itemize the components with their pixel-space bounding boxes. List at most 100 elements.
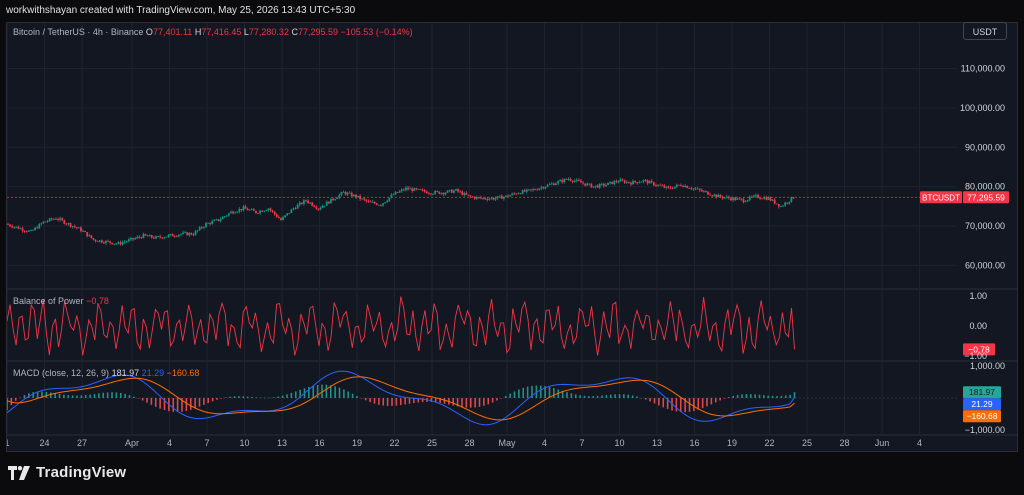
- chart-canvas[interactable]: BTCUSDT 77,295.59 −0.78 181.9721.29−160.6…: [7, 23, 1017, 451]
- candle-body: [655, 185, 657, 187]
- macd-histogram-bar: [583, 395, 586, 398]
- candle-body: [536, 189, 539, 191]
- candle-body: [623, 180, 626, 183]
- candle-body: [784, 202, 787, 206]
- candle-body: [638, 182, 641, 184]
- candle-body: [100, 240, 103, 243]
- candle-body: [300, 202, 303, 204]
- candle-body: [267, 208, 270, 211]
- macd-histogram-bar: [203, 398, 205, 405]
- macd-histogram-bar: [119, 392, 122, 398]
- candle-body: [586, 183, 589, 186]
- macd-histogram-bar: [189, 398, 192, 410]
- candle-body: [352, 194, 355, 197]
- candle-body: [180, 233, 182, 235]
- candle-body: [521, 190, 524, 194]
- candle-body: [621, 179, 624, 181]
- candle-body: [71, 226, 74, 227]
- tradingview-logo[interactable]: TradingView: [8, 464, 126, 481]
- price-tick-label: 60,000.00: [965, 260, 1005, 270]
- candle-body: [652, 182, 655, 186]
- macd-legend[interactable]: MACD (close, 12, 26, 9) 181.97 21.29 −16…: [13, 368, 199, 378]
- candle-body: [244, 206, 247, 209]
- candle-body: [152, 237, 155, 239]
- macd-hist-tag-bg: [963, 386, 1001, 399]
- candle-body: [452, 190, 455, 193]
- candle-body: [340, 192, 343, 195]
- candle-body: [107, 240, 109, 242]
- macd-line-tag: 21.29: [971, 399, 993, 409]
- candle-body: [275, 214, 278, 217]
- candle-body: [313, 205, 316, 208]
- macd-histogram-bar: [41, 391, 43, 398]
- candle-body: [788, 201, 791, 204]
- candle-body: [323, 205, 326, 207]
- bop-value-tag: −0.78: [968, 344, 990, 354]
- macd-histogram-bar: [312, 385, 315, 398]
- currency-button[interactable]: USDT: [963, 22, 1007, 40]
- macd-histogram-bar: [273, 397, 275, 398]
- candle-body: [163, 237, 166, 239]
- candle-body: [146, 235, 149, 237]
- candle-body: [257, 213, 259, 214]
- candle-body: [502, 196, 505, 199]
- bop-tick-label: 1.00: [969, 291, 987, 301]
- candle-body: [407, 187, 409, 190]
- x-tick-label: 4: [167, 438, 172, 448]
- candle-body: [530, 189, 532, 191]
- macd-histogram-bar: [504, 395, 507, 398]
- macd-histogram-bar: [456, 398, 459, 407]
- candle-body: [294, 208, 297, 210]
- candle-body: [86, 232, 89, 237]
- candle-body: [346, 192, 349, 195]
- macd-histogram-bar: [605, 395, 608, 398]
- candle-body: [465, 192, 468, 195]
- candle-body: [767, 197, 770, 200]
- candle-body: [386, 200, 389, 203]
- candle-body: [25, 231, 28, 233]
- candle-body: [57, 219, 59, 220]
- candle-body: [702, 191, 705, 192]
- macd-histogram-bar: [141, 398, 144, 401]
- x-tick-label: 1: [7, 438, 10, 448]
- candle-body: [19, 228, 22, 230]
- bop-value-tag-bg: [963, 343, 995, 356]
- macd-histogram-bar: [413, 398, 415, 404]
- x-tick-label: 22: [764, 438, 774, 448]
- tradingview-brand: TradingView: [36, 464, 127, 481]
- candle-body: [475, 197, 478, 199]
- candle-body: [136, 236, 139, 239]
- candle-body: [280, 218, 282, 221]
- macd-histogram-bar: [268, 397, 271, 399]
- macd-histogram-bar: [684, 398, 686, 413]
- price-tick-label: 90,000.00: [965, 142, 1005, 152]
- candle-body: [155, 236, 157, 239]
- macd-histogram-bar: [719, 398, 721, 401]
- macd-hist-tag: 181.97: [969, 387, 995, 397]
- candle-body: [230, 211, 232, 214]
- symbol-legend[interactable]: Bitcoin / TetherUS · 4h · Binance O77,40…: [13, 27, 413, 37]
- candle-body: [84, 230, 87, 233]
- candle-body: [198, 227, 201, 231]
- candle-body: [157, 236, 159, 238]
- bop-pane: −0.78: [7, 296, 995, 356]
- candle-body: [111, 242, 114, 245]
- candle-body: [282, 217, 284, 221]
- candle-body: [744, 201, 747, 203]
- candle-body: [252, 209, 255, 211]
- macd-histogram-bar: [281, 395, 284, 398]
- x-tick-label: 28: [839, 438, 849, 448]
- price-tick-label: 80,000.00: [965, 182, 1005, 192]
- macd-histogram-bar: [469, 398, 472, 408]
- macd-histogram-bar: [574, 394, 577, 398]
- macd-histogram-bar: [754, 394, 756, 398]
- macd-histogram-bar: [334, 386, 336, 398]
- macd-histogram-bar: [561, 390, 564, 398]
- bop-legend[interactable]: Balance of Power −0.78: [13, 296, 109, 306]
- candle-body: [619, 179, 622, 182]
- macd-histogram-bar: [741, 394, 743, 398]
- candle-body: [434, 191, 437, 194]
- candle-body: [492, 197, 495, 200]
- open-label: O: [145, 27, 153, 37]
- candle-body: [482, 198, 484, 199]
